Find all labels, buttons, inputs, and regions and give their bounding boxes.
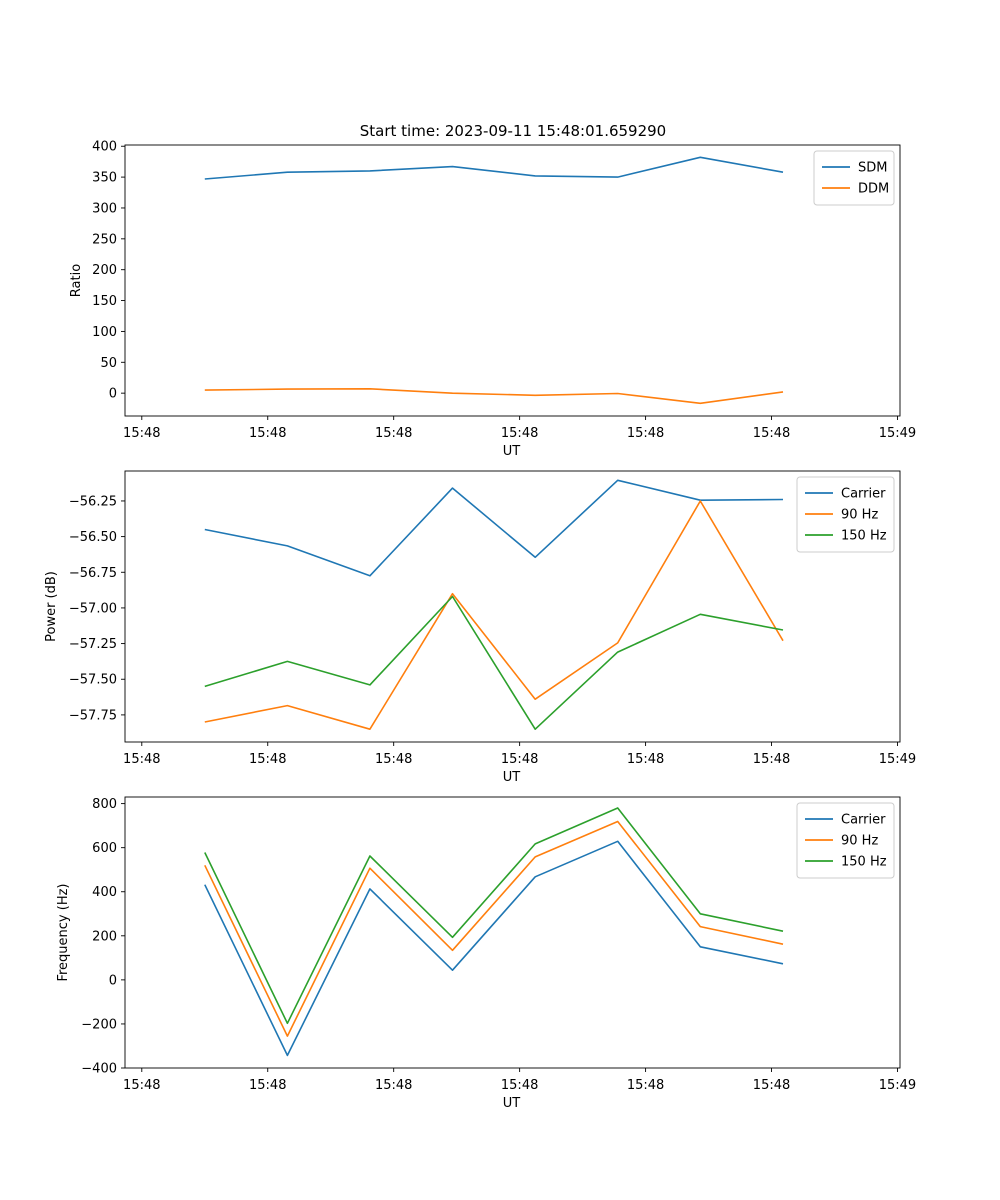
y-tick-label: 0 <box>109 387 117 402</box>
x-tick-label: 15:48 <box>123 752 160 767</box>
legend-label: 150 Hz <box>841 529 887 544</box>
x-tick-label: 15:48 <box>501 752 538 767</box>
x-tick-label: 15:48 <box>123 426 160 441</box>
legend: Carrier 90 Hz 150 Hz <box>796 802 895 879</box>
x-axis-label: UT <box>503 444 521 459</box>
x-tick-label: 15:48 <box>375 1078 412 1093</box>
series-line-90-hz <box>204 820 784 1037</box>
y-tick-label: −56.75 <box>69 566 117 581</box>
x-tick-label: 15:48 <box>753 752 790 767</box>
axes-frame <box>124 796 901 1069</box>
axes-frame <box>124 144 901 417</box>
x-tick-label: 15:48 <box>249 1078 286 1093</box>
y-axis-label: Frequency (Hz) <box>56 883 71 981</box>
x-tick-label: 15:48 <box>375 752 412 767</box>
y-tick-label: 300 <box>92 201 117 216</box>
series-line-sdm <box>204 156 784 180</box>
x-tick-label: 15:48 <box>249 752 286 767</box>
y-tick-label: 400 <box>92 885 117 900</box>
y-axis-label: Ratio <box>69 264 84 297</box>
y-tick-label: 400 <box>92 140 117 155</box>
x-axis-label: UT <box>503 1096 521 1111</box>
y-axis-label: Power (dB) <box>44 571 59 642</box>
y-tick-label: −57.75 <box>69 708 117 723</box>
y-tick-label: 200 <box>92 263 117 278</box>
legend: Carrier 90 Hz 150 Hz <box>796 476 895 553</box>
series-line-ddm <box>204 387 784 405</box>
subplot-2: 15:48 15:48 15:48 15:48 15:48 15:48 15:49 −56.2… <box>44 470 916 785</box>
x-tick-label: 15:49 <box>879 752 916 767</box>
legend-box <box>796 802 895 879</box>
y-tick-label: 600 <box>92 841 117 856</box>
legend-label: SDM <box>858 161 887 176</box>
y-tick-label: −57.25 <box>69 637 117 652</box>
y-tick-label: 200 <box>92 929 117 944</box>
y-tick-label: 250 <box>92 232 117 247</box>
y-tick-label: 50 <box>100 356 117 371</box>
x-tick-label: 15:48 <box>627 426 664 441</box>
x-tick-label: 15:49 <box>879 426 916 441</box>
series-line-90-hz <box>204 500 784 731</box>
x-tick-label: 15:49 <box>879 1078 916 1093</box>
y-tick-label: −56.25 <box>69 494 117 509</box>
x-tick-label: 15:48 <box>627 752 664 767</box>
x-tick-label: 15:48 <box>375 426 412 441</box>
series-line-150-hz <box>204 595 784 731</box>
x-axis-label: UT <box>503 770 521 785</box>
y-tick-label: −400 <box>81 1062 117 1077</box>
y-tick-label: −200 <box>81 1017 117 1032</box>
y-tick-label: 150 <box>92 294 117 309</box>
legend-box <box>796 476 895 553</box>
x-tick-label: 15:48 <box>627 1078 664 1093</box>
x-tick-label: 15:48 <box>123 1078 160 1093</box>
subplot-3: 15:48 15:48 15:48 15:48 15:48 15:48 15:49 800 60… <box>56 796 916 1111</box>
legend-label: 90 Hz <box>841 834 878 849</box>
legend-label: Carrier <box>841 487 886 502</box>
y-tick-label: 0 <box>109 973 117 988</box>
legend-label: 150 Hz <box>841 855 887 870</box>
chart-title: Start time: 2023-09-11 15:48:01.659290 <box>360 122 666 140</box>
series-line-carrier <box>204 840 784 1057</box>
x-tick-label: 15:48 <box>249 426 286 441</box>
legend-label: Carrier <box>841 813 886 828</box>
x-tick-label: 15:48 <box>501 426 538 441</box>
x-tick-label: 15:48 <box>753 426 790 441</box>
series-line-carrier <box>204 479 784 577</box>
y-tick-label: 100 <box>92 325 117 340</box>
legend-box <box>813 150 895 206</box>
x-tick-label: 15:48 <box>501 1078 538 1093</box>
axes-frame <box>124 470 901 743</box>
x-tick-label: 15:48 <box>753 1078 790 1093</box>
y-tick-label: −57.00 <box>69 601 117 616</box>
subplot-1: 15:48 15:48 15:48 15:48 15:48 15:48 15:49 400 35… <box>69 140 916 459</box>
y-tick-label: −57.50 <box>69 673 117 688</box>
legend-label: 90 Hz <box>841 508 878 523</box>
series-line-150-hz <box>204 807 784 1025</box>
y-tick-label: −56.50 <box>69 530 117 545</box>
y-tick-label: 350 <box>92 171 117 186</box>
legend: SDM DDM <box>813 150 895 206</box>
legend-label: DDM <box>858 182 889 197</box>
y-tick-label: 800 <box>92 797 117 812</box>
